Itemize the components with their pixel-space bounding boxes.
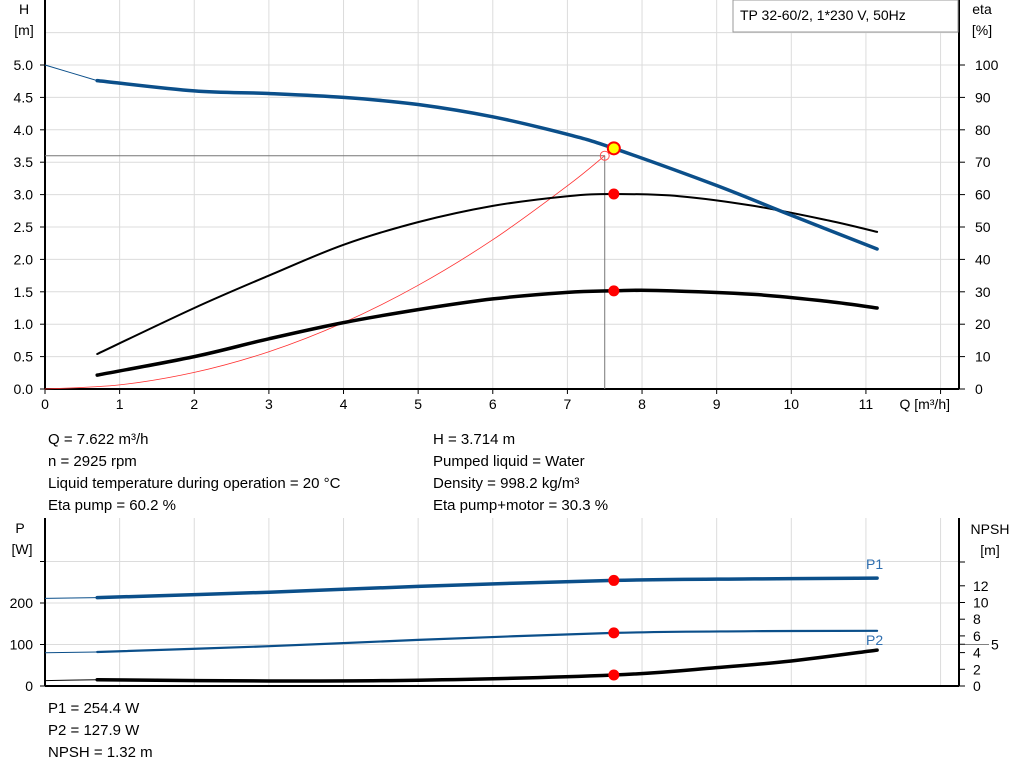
info-eta-motor: Eta pump+motor = 30.3 %: [433, 497, 609, 514]
p-axis-unit: [W]: [12, 541, 33, 557]
y-tick-label-left: 3.0: [14, 187, 34, 203]
y-tick-label-left: 4.0: [14, 122, 34, 138]
eta-motor-point: [608, 285, 620, 297]
x-tick-label: 9: [713, 396, 721, 412]
info-q: Q = 7.622 m³/h: [48, 431, 149, 448]
y-tick-label-right: 100: [975, 57, 999, 73]
x-tick-label: 3: [265, 396, 273, 412]
curve-eta_pump_motor: [95, 288, 879, 377]
curve-P2-extrapolated: [44, 651, 98, 654]
npsh-tick-label: 4: [973, 645, 981, 661]
eta-pump-point: [608, 188, 620, 200]
y-tick-label-left: 3.5: [14, 154, 34, 170]
npsh-tick-label: 10: [973, 595, 989, 611]
y-tick-label-right: 50: [975, 219, 991, 235]
p1-point: [608, 574, 620, 586]
duty-point-marker: [599, 150, 610, 161]
curve-H: [95, 78, 879, 251]
info-eta-pump: Eta pump = 60.2 %: [48, 497, 176, 514]
curve-eta_pump: [96, 192, 879, 355]
info-temp: Liquid temperature during operation = 20…: [48, 475, 341, 492]
npsh-tick-label: 8: [973, 611, 981, 627]
p2-point: [608, 627, 620, 639]
npsh-tick-label: 2: [973, 661, 981, 677]
npsh-tick-label: 0: [973, 678, 981, 694]
y-tick-label-left: 1.5: [14, 284, 34, 300]
x-tick-label: 4: [340, 396, 348, 412]
curve-P1-extrapolated: [44, 597, 98, 599]
y-tick-label-right: 20: [975, 316, 991, 332]
curve-NPSH-extrapolated: [44, 679, 98, 682]
info-p2: P2 = 127.9 W: [48, 722, 140, 739]
y-axis-label-right: eta: [972, 1, 992, 17]
npsh-axis-unit: [m]: [980, 542, 999, 558]
x-tick-label: 10: [784, 396, 800, 412]
info-n: n = 2925 rpm: [48, 453, 137, 470]
x-tick-label: 0: [41, 396, 49, 412]
curve-P2: [96, 629, 879, 654]
y-tick-label-left: 0.5: [14, 349, 34, 365]
y-tick-label-left: 2.0: [14, 251, 34, 267]
curve-system_curve: [44, 155, 606, 390]
y-tick-label-right: 80: [975, 122, 991, 138]
y-tick-label-left: 2.5: [14, 219, 34, 235]
p2-label: P2: [866, 632, 883, 648]
info-left: Q = 7.622 m³/h n = 2925 rpm Liquid tempe…: [48, 429, 340, 517]
x-tick-label: 5: [414, 396, 422, 412]
x-tick-label: 1: [116, 396, 124, 412]
y-tick-label-left: 0.0: [14, 381, 34, 397]
y-tick-label-right: 60: [975, 187, 991, 203]
x-tick-label: 11: [859, 396, 874, 412]
x-tick-label: 7: [564, 396, 572, 412]
operating-point: [606, 141, 621, 156]
p-tick-label: 0: [25, 678, 33, 694]
y-tick-label-right: 70: [975, 154, 991, 170]
x-tick-label: 2: [190, 396, 198, 412]
x-tick-label: 8: [638, 396, 646, 412]
info-p1: P1 = 254.4 W: [48, 700, 140, 717]
y-axis-unit-left: [m]: [14, 22, 33, 38]
y-tick-label-right: 40: [975, 251, 991, 267]
npsh-tick-label: 5: [991, 636, 999, 652]
npsh-point: [608, 669, 620, 681]
x-tick-label: 6: [489, 396, 497, 412]
curve-NPSH: [95, 648, 879, 683]
info-h: H = 3.714 m: [433, 431, 516, 448]
p-tick-label: 200: [10, 595, 34, 611]
y-tick-label-right: 90: [975, 89, 991, 105]
info-density: Density = 998.2 kg/m³: [433, 475, 580, 492]
p1-label: P1: [866, 556, 883, 572]
x-axis-label: Q [m³/h]: [899, 396, 950, 412]
y-tick-label-right: 10: [975, 349, 991, 365]
y-tick-label-right: 0: [975, 381, 983, 397]
p-tick-label: 100: [10, 637, 34, 653]
npsh-axis-label: NPSH: [971, 521, 1010, 537]
y-axis-unit-right: [%]: [972, 22, 992, 38]
y-axis-label-left: H: [19, 1, 29, 17]
title-box: [732, 0, 959, 33]
y-tick-label-right: 30: [975, 284, 991, 300]
y-tick-label-left: 1.0: [14, 316, 34, 332]
p-axis-label: P: [15, 520, 24, 536]
npsh-tick-label: 12: [973, 578, 989, 594]
info-npsh: NPSH = 1.32 m: [48, 744, 153, 761]
info-bottom: P1 = 254.4 W P2 = 127.9 W NPSH = 1.32 m: [48, 698, 153, 764]
info-right: H = 3.714 m Pumped liquid = Water Densit…: [433, 429, 608, 517]
y-tick-label-left: 4.5: [14, 89, 34, 105]
curve-H-extrapolated: [44, 64, 98, 82]
info-liquid: Pumped liquid = Water: [433, 453, 585, 470]
npsh-tick-label: 6: [973, 628, 981, 644]
chart-title: TP 32-60/2, 1*230 V, 50Hz: [740, 7, 906, 23]
y-tick-label-left: 5.0: [14, 57, 34, 73]
curve-P1: [95, 576, 879, 600]
